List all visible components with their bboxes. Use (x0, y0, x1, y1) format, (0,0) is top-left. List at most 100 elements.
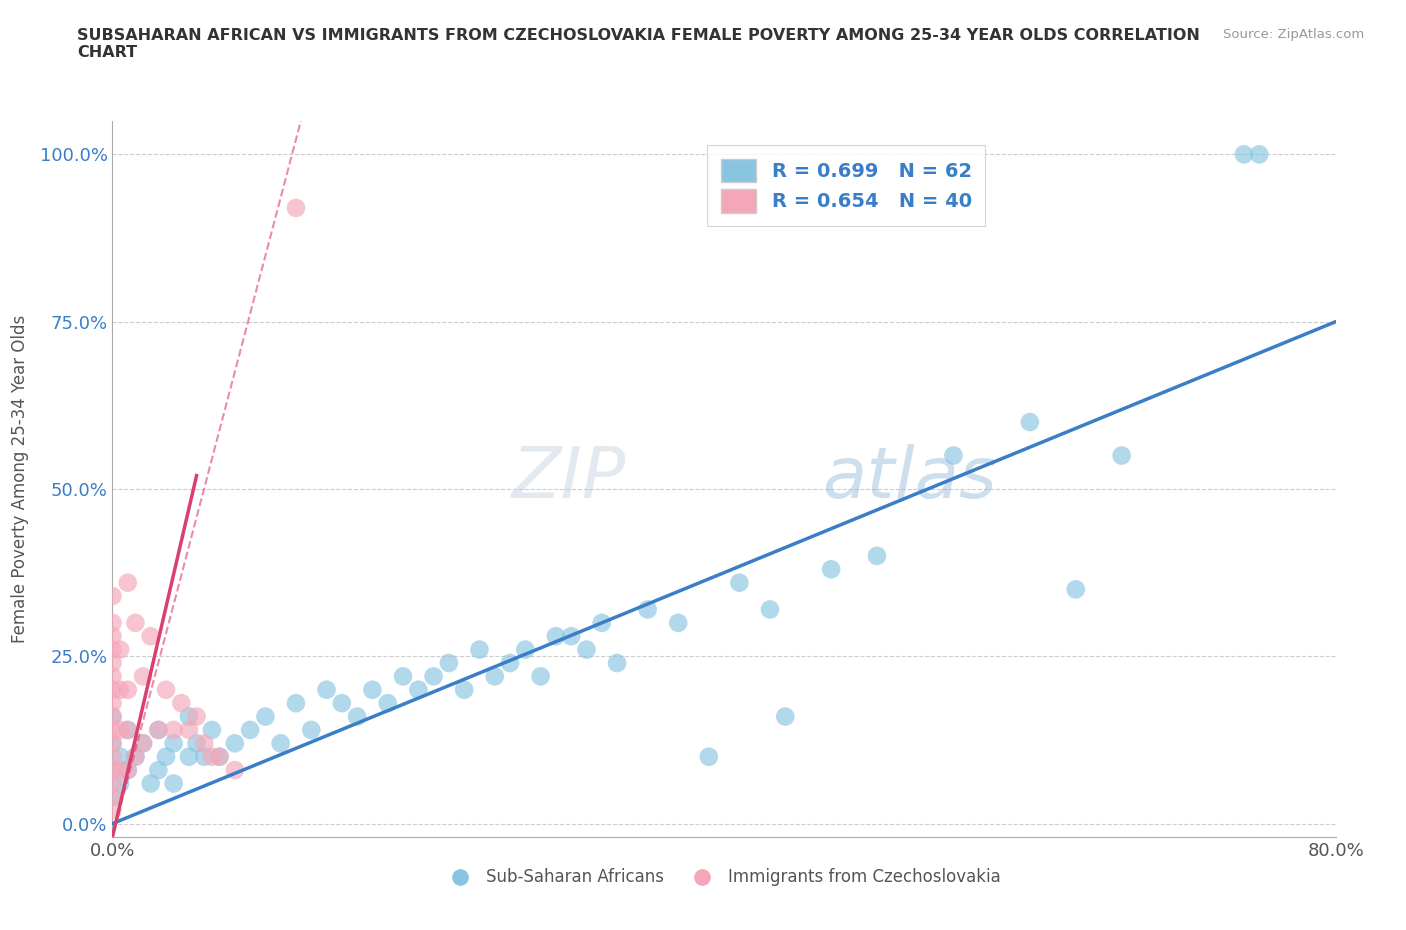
Point (208, 750, 231, 764)
Point (139, 776, 162, 790)
Point (346, 709, 368, 724)
Point (422, 669, 444, 684)
Point (186, 709, 208, 724)
Point (392, 669, 415, 684)
Point (101, 589, 124, 604)
Point (108, 750, 131, 764)
Point (1249, 147, 1271, 162)
Point (499, 656, 522, 671)
Point (101, 709, 124, 724)
Point (101, 669, 124, 684)
Point (193, 750, 215, 764)
Point (148, 723, 170, 737)
Point (315, 683, 337, 698)
Text: ZIP: ZIP (512, 445, 626, 513)
Point (177, 709, 200, 724)
Point (101, 629, 124, 644)
Point (224, 763, 246, 777)
Point (408, 683, 430, 698)
Point (201, 750, 224, 764)
Point (132, 736, 155, 751)
Point (437, 656, 460, 671)
Point (132, 736, 155, 751)
Point (468, 643, 491, 658)
Point (108, 776, 131, 790)
Point (942, 448, 965, 463)
Point (453, 683, 475, 698)
Point (139, 629, 162, 644)
Point (515, 643, 537, 658)
Point (193, 736, 215, 751)
Point (124, 616, 146, 631)
Point (163, 723, 186, 737)
Point (820, 562, 842, 577)
Point (201, 723, 224, 737)
Point (101, 803, 124, 817)
Point (377, 696, 399, 711)
Point (637, 602, 659, 617)
Point (239, 723, 262, 737)
Point (155, 750, 177, 764)
Point (1064, 582, 1087, 597)
Point (101, 723, 124, 737)
Point (117, 576, 139, 591)
Point (101, 750, 124, 764)
Point (117, 683, 139, 698)
Point (1111, 448, 1133, 463)
Point (591, 616, 613, 631)
Point (101, 763, 124, 777)
Point (108, 683, 131, 698)
Point (330, 696, 353, 711)
Point (117, 723, 139, 737)
Point (299, 723, 322, 737)
Text: SUBSAHARAN AFRICAN VS IMMIGRANTS FROM CZECHOSLOVAKIA FEMALE POVERTY AMONG 25-34 : SUBSAHARAN AFRICAN VS IMMIGRANTS FROM CZ… (77, 28, 1201, 60)
Point (530, 669, 553, 684)
Text: Source: ZipAtlas.com: Source: ZipAtlas.com (1223, 28, 1364, 41)
Text: atlas: atlas (823, 445, 997, 513)
Point (117, 723, 139, 737)
Point (284, 201, 308, 216)
Point (148, 723, 170, 737)
Point (101, 736, 124, 751)
Point (163, 776, 186, 790)
Point (697, 750, 720, 764)
Point (101, 683, 124, 698)
Point (101, 790, 124, 804)
Point (101, 643, 124, 658)
Point (124, 750, 146, 764)
Point (101, 656, 124, 671)
Point (575, 643, 598, 658)
Legend: Sub-Saharan Africans, Immigrants from Czechoslovakia: Sub-Saharan Africans, Immigrants from Cz… (441, 862, 1007, 893)
Point (560, 629, 582, 644)
Point (1233, 147, 1256, 162)
Point (186, 736, 208, 751)
Point (101, 790, 124, 804)
Point (759, 602, 782, 617)
Point (270, 736, 292, 751)
Point (124, 750, 146, 764)
Point (208, 750, 231, 764)
Point (775, 709, 797, 724)
Point (606, 656, 628, 671)
Point (163, 736, 186, 751)
Point (177, 723, 200, 737)
Point (132, 669, 155, 684)
Point (117, 763, 139, 777)
Point (866, 549, 889, 564)
Point (1018, 415, 1040, 430)
Point (544, 629, 567, 644)
Point (728, 576, 751, 591)
Point (108, 643, 131, 658)
Point (484, 669, 506, 684)
Point (101, 736, 124, 751)
Point (155, 683, 177, 698)
Point (284, 696, 308, 711)
Point (117, 763, 139, 777)
Point (148, 763, 170, 777)
Y-axis label: Female Poverty Among 25-34 Year Olds: Female Poverty Among 25-34 Year Olds (10, 315, 28, 643)
Point (361, 683, 384, 698)
Point (101, 696, 124, 711)
Point (108, 763, 131, 777)
Point (101, 776, 124, 790)
Point (101, 616, 124, 631)
